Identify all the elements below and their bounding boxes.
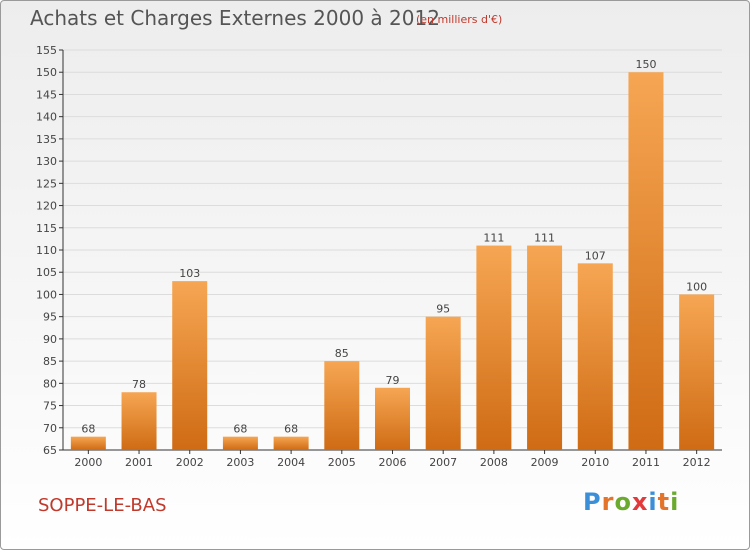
x-tick-label: 2003 xyxy=(226,456,254,469)
bar xyxy=(679,294,715,450)
x-tick-label: 2002 xyxy=(176,456,204,469)
x-tick-label: 2006 xyxy=(379,456,407,469)
y-tick-label: 80 xyxy=(43,377,57,390)
x-tick-label: 2010 xyxy=(581,456,609,469)
y-tick-label: 90 xyxy=(43,333,57,346)
logo-letter: i xyxy=(670,488,680,516)
bar-value-label: 68 xyxy=(284,423,298,436)
bar-value-label: 100 xyxy=(686,280,707,293)
bar-value-label: 107 xyxy=(585,249,606,262)
bar xyxy=(577,263,613,450)
y-tick-label: 125 xyxy=(36,177,57,190)
commune-name: SOPPE-LE-BAS xyxy=(38,495,167,516)
logo-letter: x xyxy=(631,488,649,516)
logo-letter: r xyxy=(601,488,615,516)
bar xyxy=(172,281,208,450)
y-tick-label: 105 xyxy=(36,266,57,279)
bar-value-label: 79 xyxy=(386,374,400,387)
bar xyxy=(476,245,512,450)
bar-value-label: 95 xyxy=(436,303,450,316)
bar xyxy=(121,392,157,450)
bar-value-label: 150 xyxy=(635,58,656,71)
y-tick-label: 85 xyxy=(43,355,57,368)
chart-title: Achats et Charges Externes 2000 à 2012 xyxy=(30,6,440,30)
y-tick-label: 70 xyxy=(43,422,57,435)
y-tick-label: 100 xyxy=(36,288,57,301)
x-tick-label: 2005 xyxy=(328,456,356,469)
bar xyxy=(222,436,258,450)
y-tick-label: 145 xyxy=(36,88,57,101)
y-tick-label: 115 xyxy=(36,222,57,235)
logo-letter: i xyxy=(648,488,658,516)
y-tick-label: 110 xyxy=(36,244,57,257)
x-tick-label: 2001 xyxy=(125,456,153,469)
y-tick-label: 140 xyxy=(36,111,57,124)
bar xyxy=(273,436,309,450)
y-tick-label: 120 xyxy=(36,200,57,213)
bar xyxy=(527,245,563,450)
x-tick-label: 2009 xyxy=(531,456,559,469)
bar-value-label: 111 xyxy=(534,232,555,245)
x-tick-label: 2007 xyxy=(429,456,457,469)
y-tick-label: 65 xyxy=(43,444,57,457)
x-tick-label: 2004 xyxy=(277,456,305,469)
x-tick-label: 2000 xyxy=(74,456,102,469)
x-tick-label: 2011 xyxy=(632,456,660,469)
bar xyxy=(375,387,410,450)
logo-letter: P xyxy=(583,488,602,516)
bar-value-label: 78 xyxy=(132,378,146,391)
bar xyxy=(70,436,106,450)
bar-value-label: 85 xyxy=(335,347,349,360)
bar xyxy=(628,72,664,450)
y-tick-label: 75 xyxy=(43,400,57,413)
logo-letter: o xyxy=(614,488,632,516)
chart-subtitle: (en milliers d'€) xyxy=(416,13,503,26)
y-tick-label: 135 xyxy=(36,133,57,146)
bar-value-label: 111 xyxy=(483,232,504,245)
proxiti-logo[interactable]: Proxiti xyxy=(583,488,679,516)
y-tick-label: 95 xyxy=(43,311,57,324)
y-tick-label: 155 xyxy=(36,44,57,57)
y-tick-label: 130 xyxy=(36,155,57,168)
bar xyxy=(425,316,461,450)
bar-value-label: 68 xyxy=(233,423,247,436)
bar xyxy=(324,361,360,450)
logo-letter: t xyxy=(657,488,671,516)
x-tick-label: 2012 xyxy=(683,456,711,469)
bar-value-label: 103 xyxy=(179,267,200,280)
y-tick-label: 150 xyxy=(36,66,57,79)
x-tick-label: 2008 xyxy=(480,456,508,469)
bar-value-label: 68 xyxy=(81,423,95,436)
